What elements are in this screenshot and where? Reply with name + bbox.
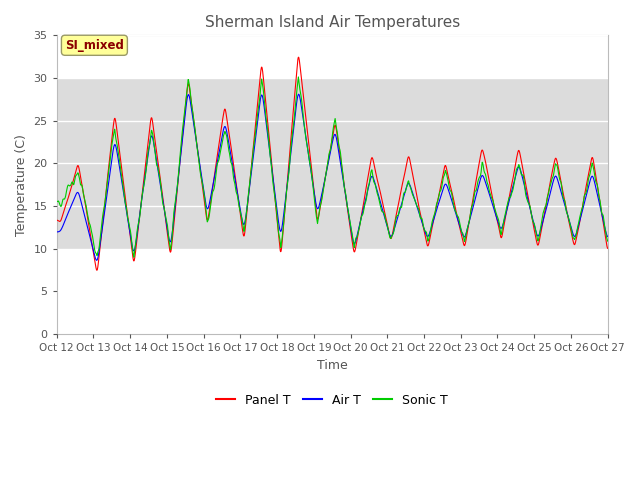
- Legend: Panel T, Air T, Sonic T: Panel T, Air T, Sonic T: [211, 389, 453, 411]
- Title: Sherman Island Air Temperatures: Sherman Island Air Temperatures: [205, 15, 460, 30]
- Bar: [57, 78, 608, 249]
- Y-axis label: Temperature (C): Temperature (C): [15, 134, 28, 236]
- Text: SI_mixed: SI_mixed: [65, 39, 124, 52]
- X-axis label: Time: Time: [317, 359, 348, 372]
